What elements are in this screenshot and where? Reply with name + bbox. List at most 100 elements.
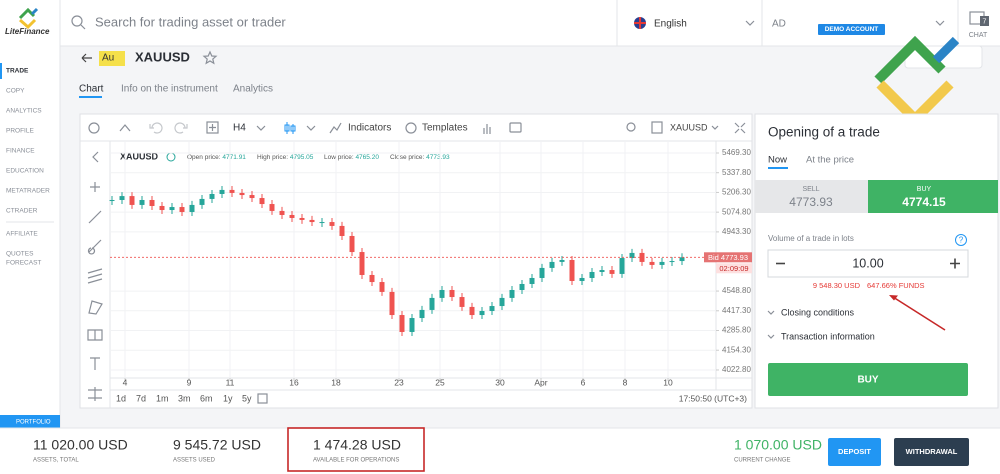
candle-body xyxy=(539,267,545,278)
search-icon xyxy=(71,15,83,27)
tab[interactable]: Chart xyxy=(79,84,104,95)
y-tick-label: 4417.30 xyxy=(722,306,751,315)
sell-label: SELL xyxy=(802,186,819,193)
add-icon[interactable] xyxy=(206,121,219,134)
transaction-info[interactable]: Transaction information xyxy=(781,331,875,341)
period-button[interactable]: 1m xyxy=(156,393,169,403)
withdrawal-button[interactable] xyxy=(894,438,969,466)
menu-item[interactable]: METATRADER xyxy=(6,188,50,195)
available-label: AVAILABLE FOR OPERATIONS xyxy=(313,458,399,464)
margin: 9 548.30 USD xyxy=(813,281,861,290)
increment-button[interactable] xyxy=(950,258,960,269)
flag-icon xyxy=(634,17,646,29)
candle-type-icon xyxy=(290,125,296,132)
trade-tab[interactable]: At the price xyxy=(806,155,854,166)
interval[interactable]: H4 xyxy=(233,123,246,134)
volume-icon[interactable] xyxy=(483,124,491,134)
chat-label[interactable]: CHAT xyxy=(969,32,988,39)
deposit-button[interactable] xyxy=(828,438,881,466)
sidebar xyxy=(0,0,60,428)
assets-total: 11 020.00 USD xyxy=(33,437,128,453)
logo[interactable]: LiteFinance xyxy=(5,7,50,36)
x-tick-label: 16 xyxy=(289,377,299,387)
candle-body xyxy=(359,252,365,275)
countdown-box xyxy=(716,263,752,274)
templates-button[interactable]: Templates xyxy=(422,123,468,134)
demo-badge xyxy=(818,24,885,35)
drawing-tools[interactable] xyxy=(87,151,103,401)
portfolio-bar[interactable] xyxy=(0,415,60,428)
trade-tab[interactable]: Now xyxy=(768,155,787,166)
candle-body xyxy=(129,196,135,205)
menu-item[interactable]: FINANCE xyxy=(6,148,35,155)
indicators-button[interactable]: Indicators xyxy=(348,123,391,134)
assets-used-label: ASSETS USED xyxy=(173,458,216,464)
demo-badge-text: DEMO ACCOUNT xyxy=(825,26,879,33)
candle-body xyxy=(369,274,375,283)
closing-conditions[interactable]: Closing conditions xyxy=(781,307,855,317)
funds: 647.66% FUNDS xyxy=(867,281,925,290)
add-icon xyxy=(209,124,216,131)
menu-item[interactable]: QUOTES xyxy=(6,251,34,258)
buy-toggle[interactable] xyxy=(868,180,998,213)
period-button[interactable]: 1y xyxy=(223,393,233,403)
legend-close: Close price: 4773.93 xyxy=(390,154,450,161)
account-name[interactable]: AD xyxy=(772,19,786,30)
menu-item[interactable]: COPY xyxy=(6,88,25,95)
candle-body xyxy=(149,199,155,206)
y-tick-label: 5469.30 xyxy=(722,148,751,157)
chart-search-icon[interactable] xyxy=(626,122,636,132)
x-tick-label: 4 xyxy=(123,377,128,387)
menu-item[interactable]: TRADE xyxy=(6,68,29,75)
x-tick-label: 6 xyxy=(581,377,586,387)
chart-symbol[interactable]: XAUUSD xyxy=(670,122,708,132)
redo-icon[interactable] xyxy=(174,122,188,134)
settings-icon[interactable] xyxy=(88,122,100,134)
calendar-icon[interactable] xyxy=(257,393,268,404)
period-button[interactable]: 6m xyxy=(200,393,213,403)
volume-input[interactable] xyxy=(767,249,969,278)
chart-layer: 5469.30 5337.80 5206.30 5074.80 4943.30 4548.… xyxy=(109,141,752,387)
favorite-star[interactable] xyxy=(202,50,218,65)
chevron xyxy=(306,125,316,131)
fullscreen-icon[interactable] xyxy=(734,122,746,134)
period-button[interactable]: 7d xyxy=(136,393,146,403)
candle-body xyxy=(269,204,275,211)
search-input[interactable]: Search for trading asset or trader xyxy=(95,14,286,29)
buy-button[interactable] xyxy=(768,363,968,396)
candle-body xyxy=(239,192,245,196)
menu-item[interactable]: AFFILIATE xyxy=(6,231,38,238)
language[interactable]: English xyxy=(654,19,687,30)
tab[interactable]: Analytics xyxy=(233,84,273,95)
help-icon[interactable] xyxy=(955,234,967,246)
menu-item[interactable]: FORECAST xyxy=(6,260,41,267)
menu-item[interactable]: PROFILE xyxy=(6,128,34,135)
menu-item[interactable]: ANALYTICS xyxy=(6,108,42,115)
asset-symbol: XAUUSD xyxy=(135,49,190,64)
menu-item[interactable]: CTRADER xyxy=(6,208,38,215)
chevron xyxy=(767,310,775,315)
tab[interactable]: Info on the instrument xyxy=(121,84,218,95)
candle-body xyxy=(669,261,675,263)
save-icon[interactable] xyxy=(651,121,663,134)
candle-body xyxy=(579,277,585,281)
candle-body xyxy=(619,258,625,274)
candle-body xyxy=(119,196,125,200)
y-tick-label: 4943.30 xyxy=(722,227,751,236)
buy-label: BUY xyxy=(917,186,932,193)
candle-body xyxy=(609,270,615,274)
period-button[interactable]: 1d xyxy=(116,393,126,403)
chevron xyxy=(711,125,719,130)
back-arrow[interactable] xyxy=(81,53,92,63)
candle-body xyxy=(209,193,215,199)
undo-icon[interactable] xyxy=(149,122,163,134)
sell-button[interactable] xyxy=(755,180,868,213)
period-button[interactable]: 3m xyxy=(178,393,191,403)
collapse-icon[interactable] xyxy=(119,124,131,132)
period-button[interactable]: 5y xyxy=(242,393,252,403)
legend-open: Open price: 4771.91 xyxy=(187,154,246,161)
screenshot-icon[interactable] xyxy=(509,122,522,133)
menu-item[interactable]: EDUCATION xyxy=(6,168,44,175)
y-tick-label: 4548.80 xyxy=(722,286,751,295)
